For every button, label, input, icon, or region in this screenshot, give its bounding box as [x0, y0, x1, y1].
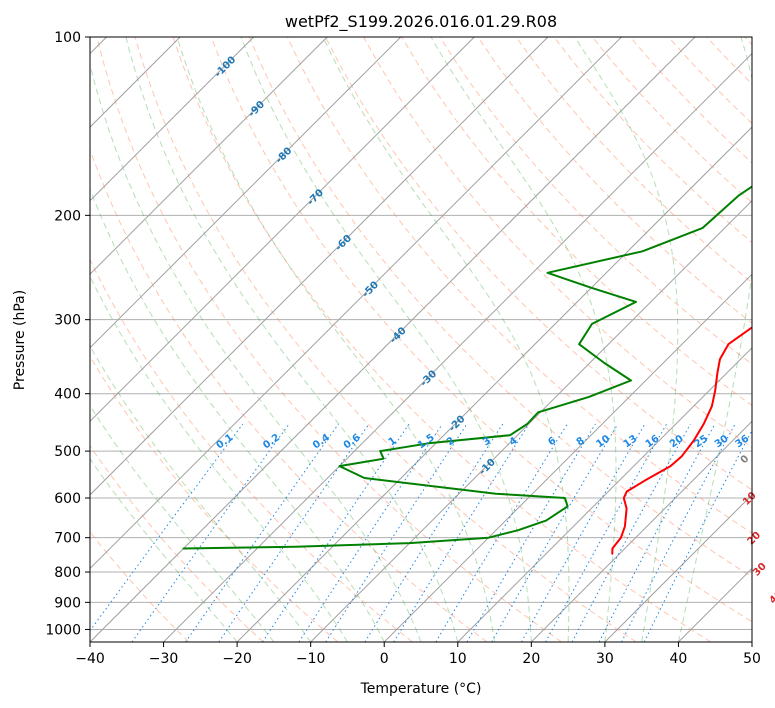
dewpoint-profile-line — [182, 185, 752, 550]
isotherm-line — [90, 37, 402, 349]
moist-adiabat-line — [677, 37, 752, 642]
isotherm-line — [90, 37, 328, 275]
chart-title: wetPf2_S199.2026.016.01.29.R08 — [285, 12, 557, 32]
y-tick-label: 700 — [54, 531, 81, 547]
dry-adiabat-line — [90, 445, 264, 642]
plot-background — [90, 37, 752, 642]
y-tick-label: 300 — [54, 313, 81, 329]
dry-adiabat-line — [325, 37, 752, 491]
isotherm-line — [530, 420, 752, 642]
dry-adiabat-line — [210, 37, 752, 623]
x-tick-label: 40 — [670, 651, 688, 667]
y-tick-label: 1000 — [45, 622, 81, 638]
isotherm-line — [163, 52, 752, 642]
dry-adiabat-label: 40 — [768, 589, 775, 607]
moist-adiabat-line — [240, 37, 532, 642]
isotherm-line — [604, 494, 752, 642]
x-tick-label: −20 — [222, 651, 252, 667]
plot-frame — [89, 36, 753, 643]
isotherm-line — [751, 641, 752, 642]
mixing-ratio-line — [185, 423, 339, 642]
mixing-ratio-line — [491, 423, 619, 642]
mixing-ratio-line — [90, 423, 244, 632]
temperature-profile-line — [611, 326, 752, 555]
isotherm-line — [383, 273, 752, 642]
y-axis-title: Pressure (hPa) — [12, 290, 28, 390]
y-tick-label: 600 — [54, 491, 81, 507]
y-tick-label: 200 — [54, 208, 81, 224]
y-tick-label: 400 — [54, 387, 81, 403]
dry-adiabat-line — [248, 37, 752, 578]
x-tick-label: 50 — [743, 651, 761, 667]
moist-adiabat-line — [90, 62, 422, 642]
dry-adiabat-line — [286, 37, 752, 534]
y-tick-label: 800 — [54, 565, 81, 581]
moist-adiabat-line — [90, 275, 348, 642]
mixing-ratio-line — [131, 423, 290, 642]
isotherm-line — [310, 199, 752, 642]
x-tick-label: −40 — [75, 651, 105, 667]
dry-adiabat-line — [172, 37, 712, 642]
isotherm-line — [90, 37, 622, 570]
dry-adiabat-label: 30 — [751, 561, 769, 579]
moist-adiabat-line — [90, 457, 238, 642]
x-tick-label: −10 — [296, 651, 326, 667]
moist-adiabat-line — [125, 37, 459, 642]
mixing-ratio-line — [466, 423, 596, 642]
moist-adiabat-line — [574, 37, 679, 642]
moist-adiabat-line — [90, 404, 275, 642]
x-tick-label: 10 — [449, 651, 467, 667]
moist-adiabat-line — [322, 37, 570, 642]
y-tick-label: 900 — [54, 595, 81, 611]
isotherm-line — [90, 37, 549, 496]
mixing-ratio-line — [298, 423, 443, 642]
x-axis-title: Temperature (°C) — [360, 681, 482, 697]
x-tick-label: 20 — [522, 651, 540, 667]
isotherm-line — [457, 347, 752, 642]
x-tick-label: 30 — [596, 651, 614, 667]
mixing-ratio-line — [435, 423, 568, 642]
y-tick-label: 500 — [54, 444, 81, 460]
x-tick-label: 0 — [380, 651, 389, 667]
mixing-ratio-line — [218, 423, 370, 642]
dry-adiabat-line — [96, 37, 562, 642]
x-tick-label: −30 — [149, 651, 179, 667]
isotherm-line — [236, 126, 752, 642]
isotherm-line — [90, 37, 475, 423]
y-tick-label: 100 — [54, 30, 81, 46]
moist-adiabat-line — [90, 188, 385, 642]
dry-adiabat-line — [90, 258, 413, 642]
isotherm-line — [90, 37, 696, 642]
mixing-ratio-line — [262, 423, 410, 642]
mixing-ratio-line — [545, 423, 668, 642]
isotherm-line — [90, 37, 255, 202]
moist-adiabat-line — [430, 37, 617, 642]
